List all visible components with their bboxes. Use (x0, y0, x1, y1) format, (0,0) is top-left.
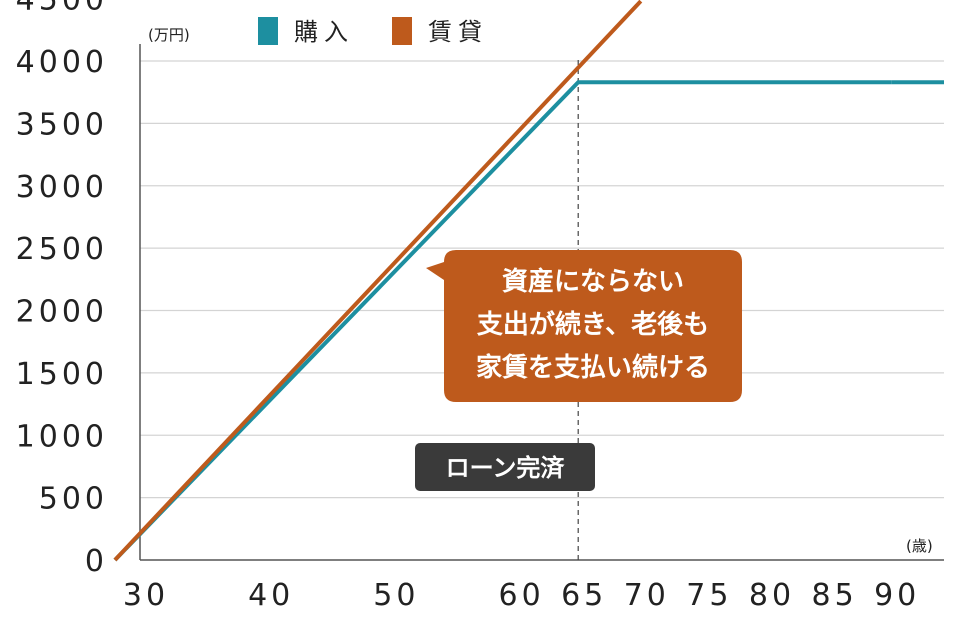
x-tick-50: 50 (373, 578, 419, 613)
x-tick-30: 30 (123, 578, 169, 613)
legend-label-purchase: 購入 (294, 18, 354, 46)
y-unit-label: (万円) (148, 26, 190, 44)
y-tick-3000: 3000 (16, 170, 108, 205)
x-tick-65: 65 (561, 578, 607, 613)
loan-complete-text: ローン完済 (446, 454, 566, 482)
y-tick-4500: 4500 (16, 0, 108, 18)
series-line-1 (113, 0, 643, 562)
gridlines (140, 60, 944, 499)
axes (139, 44, 944, 561)
callout-bubble: 資産にならない 支出が続き、老後も 家賃を支払い続ける (426, 250, 742, 402)
y-tick-1500: 1500 (16, 357, 108, 392)
legend-swatch-rent (392, 17, 412, 45)
x-unit-label: (歳) (906, 537, 933, 555)
y-tick-0: 0 (85, 544, 108, 579)
x-tick-40: 40 (248, 578, 294, 613)
x-tick-80: 80 (749, 578, 795, 613)
callout-line-2: 支出が続き、老後も (477, 309, 709, 340)
callout-shape (426, 250, 742, 402)
x-tick-60: 60 (499, 578, 545, 613)
y-tick-3500: 3500 (16, 107, 108, 142)
series-lines (113, 0, 944, 562)
callout-line-3: 家賃を支払い続ける (476, 352, 710, 383)
y-tick-1000: 1000 (16, 419, 108, 454)
x-tick-labels: 30 40 50 60 65 70 75 80 85 90 (123, 578, 920, 613)
y-tick-500: 500 (39, 482, 108, 517)
legend: 購入 賃貸 (258, 17, 488, 46)
callout-line-1: 資産にならない (502, 266, 684, 297)
y-tick-2000: 2000 (16, 295, 108, 330)
y-tick-2500: 2500 (16, 232, 108, 267)
series-line-0 (113, 80, 892, 562)
loan-complete-label: ローン完済 (415, 443, 595, 491)
y-tick-4000: 4000 (16, 45, 108, 80)
legend-swatch-purchase (258, 17, 278, 45)
x-tick-90: 90 (874, 578, 920, 613)
y-tick-labels: 0 500 1000 1500 2000 2500 3000 3500 4000 4500 (16, 0, 108, 579)
legend-label-rent: 賃貸 (428, 18, 488, 46)
x-tick-70: 70 (624, 578, 670, 613)
x-tick-85: 85 (812, 578, 858, 613)
loan-complete-box (415, 443, 595, 491)
x-tick-75: 75 (686, 578, 732, 613)
